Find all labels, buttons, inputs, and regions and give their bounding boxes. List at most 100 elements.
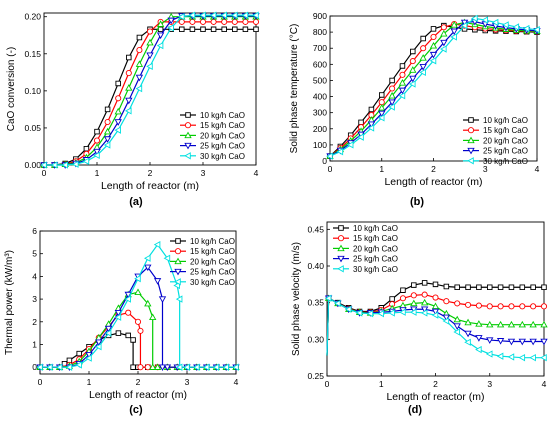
- data-point: [442, 317, 450, 325]
- data-point: [522, 24, 530, 33]
- legend-label: 10 kg/h CaO: [190, 237, 235, 246]
- data-point: [540, 320, 548, 328]
- legend-swatch-marker: [467, 147, 475, 155]
- data-point: [126, 54, 132, 61]
- data-point: [253, 26, 259, 33]
- data-point: [104, 325, 113, 333]
- data-point: [420, 45, 427, 52]
- x-axis-label: Length of reactor (m): [384, 176, 482, 188]
- data-point: [398, 87, 407, 95]
- y-tick-label: 0.25: [307, 371, 324, 381]
- data-point: [104, 118, 111, 126]
- data-point: [146, 62, 153, 71]
- y-axis-label: CaO conversion (-): [6, 47, 17, 131]
- y-tick-label: 0.35: [307, 298, 324, 308]
- legend-label: 10 kg/h CaO: [353, 224, 398, 233]
- data-point: [366, 310, 374, 318]
- data-point: [431, 311, 439, 319]
- data-point: [104, 329, 112, 337]
- data-point: [130, 337, 136, 343]
- data-point: [146, 28, 154, 35]
- y-tick-label: 4: [32, 271, 37, 281]
- legend-swatch-marker: [337, 244, 345, 252]
- data-point: [450, 28, 458, 36]
- data-point: [419, 64, 427, 71]
- data-point: [540, 338, 548, 346]
- data-point: [429, 51, 438, 59]
- legend-label: 30 kg/h CaO: [483, 157, 528, 166]
- legend-label: 25 kg/h CaO: [483, 147, 528, 156]
- panel-b: 0 1 2 3 4 0 100 200 300 400 500 600 700 800 900 Length …: [289, 11, 541, 208]
- data-point: [420, 306, 429, 314]
- data-point: [135, 60, 144, 67]
- data-point: [502, 21, 509, 29]
- data-point: [85, 351, 93, 359]
- data-point: [541, 284, 547, 291]
- legend-label: 25 kg/h CaO: [190, 268, 235, 277]
- y-axis-label: Solid phase velocity (m/s): [291, 242, 302, 356]
- x-tick-label: 4: [254, 168, 259, 178]
- data-point: [419, 68, 426, 77]
- data-point: [453, 323, 461, 330]
- data-point: [136, 47, 143, 54]
- data-point: [450, 33, 457, 41]
- data-point: [125, 309, 132, 316]
- data-point: [183, 363, 190, 371]
- x-tick-label: 3: [201, 168, 206, 178]
- legend-label: 15 kg/h CaO: [483, 126, 528, 135]
- y-tick-label: 0: [322, 156, 327, 166]
- data-point: [497, 284, 504, 291]
- legend-label: 25 kg/h CaO: [200, 142, 245, 151]
- legend-swatch-marker: [184, 142, 192, 150]
- y-axis-label: Thermal power (kW/m³): [4, 250, 15, 355]
- data-point: [189, 26, 196, 33]
- data-point: [231, 18, 238, 25]
- legend-label: 20 kg/h CaO: [353, 244, 398, 253]
- data-point: [149, 313, 157, 321]
- data-point: [125, 70, 132, 77]
- legend-swatch-marker: [174, 248, 182, 255]
- series-30-kg-h-cao: [40, 11, 259, 169]
- legend-label: 30 kg/h CaO: [353, 265, 398, 274]
- data-point: [199, 11, 206, 19]
- legend-label: 20 kg/h CaO: [200, 131, 245, 140]
- y-tick-label: 1: [32, 339, 37, 349]
- panel-label: (c): [129, 404, 143, 416]
- legend-label: 30 kg/h CaO: [200, 152, 245, 161]
- x-tick-label: 4: [535, 164, 540, 174]
- data-point: [177, 13, 185, 21]
- data-point: [389, 77, 395, 84]
- data-point: [221, 18, 228, 25]
- data-point: [202, 363, 210, 371]
- data-point: [344, 305, 352, 313]
- data-point: [82, 157, 90, 165]
- data-point: [163, 364, 172, 372]
- x-tick-label: 1: [95, 168, 100, 178]
- data-point: [443, 298, 450, 305]
- series-30-kg-h-cao: [324, 294, 547, 362]
- data-point: [410, 299, 418, 307]
- data-point: [496, 352, 504, 360]
- data-point: [210, 26, 217, 33]
- data-point: [221, 26, 227, 33]
- legend-swatch-marker: [175, 238, 181, 244]
- legend-label: 15 kg/h CaO: [200, 121, 245, 130]
- data-point: [114, 107, 122, 115]
- data-point: [379, 92, 385, 98]
- data-point: [241, 11, 249, 19]
- y-tick-label: 6: [32, 226, 37, 236]
- legend-swatch-marker: [467, 157, 474, 165]
- data-point: [398, 79, 407, 86]
- legend-label: 30 kg/h CaO: [190, 278, 235, 287]
- x-tick-label: 4: [234, 377, 239, 387]
- legend-swatch-marker: [338, 225, 344, 231]
- data-point: [104, 106, 111, 113]
- data-point: [346, 141, 354, 149]
- data-point: [153, 278, 162, 285]
- data-point: [178, 18, 185, 25]
- data-point: [453, 328, 460, 336]
- data-point: [465, 284, 471, 291]
